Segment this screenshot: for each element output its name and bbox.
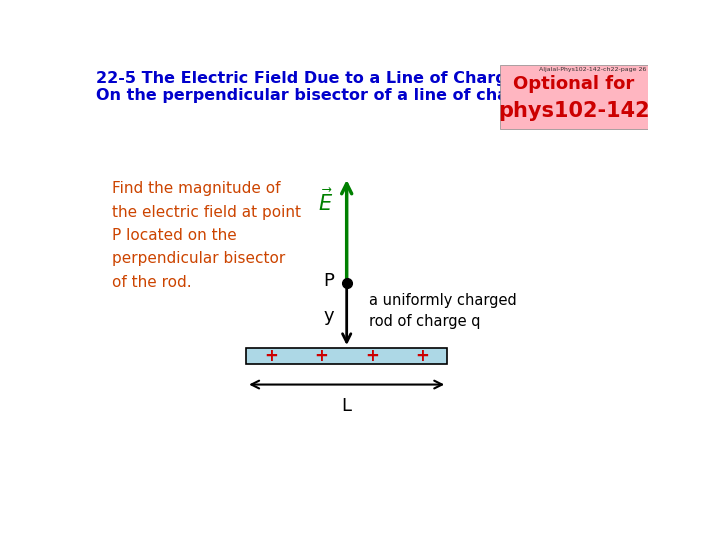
Text: 22-5 The Electric Field Due to a Line of Charge: 22-5 The Electric Field Due to a Line of… — [96, 71, 517, 86]
Text: L: L — [342, 397, 351, 415]
Text: Optional for: Optional for — [513, 75, 635, 93]
Text: +: + — [415, 347, 429, 365]
Text: P: P — [323, 272, 334, 290]
Text: +: + — [315, 347, 328, 365]
Text: On the perpendicular bisector of a line of charge: On the perpendicular bisector of a line … — [96, 87, 538, 103]
Bar — [246, 348, 447, 364]
Text: Find the magnitude of
the electric field at point
P located on the
perpendicular: Find the magnitude of the electric field… — [112, 181, 301, 290]
Text: a uniformly charged
rod of charge q: a uniformly charged rod of charge q — [369, 293, 517, 329]
Text: $\vec{E}$: $\vec{E}$ — [318, 188, 333, 215]
Text: +: + — [365, 347, 379, 365]
Text: phys102-142: phys102-142 — [498, 101, 650, 121]
Text: +: + — [264, 347, 279, 365]
Text: y: y — [324, 307, 334, 325]
Bar — [500, 65, 648, 129]
Text: Aljalal-Phys102-142-ch22-page 26: Aljalal-Phys102-142-ch22-page 26 — [539, 67, 647, 72]
